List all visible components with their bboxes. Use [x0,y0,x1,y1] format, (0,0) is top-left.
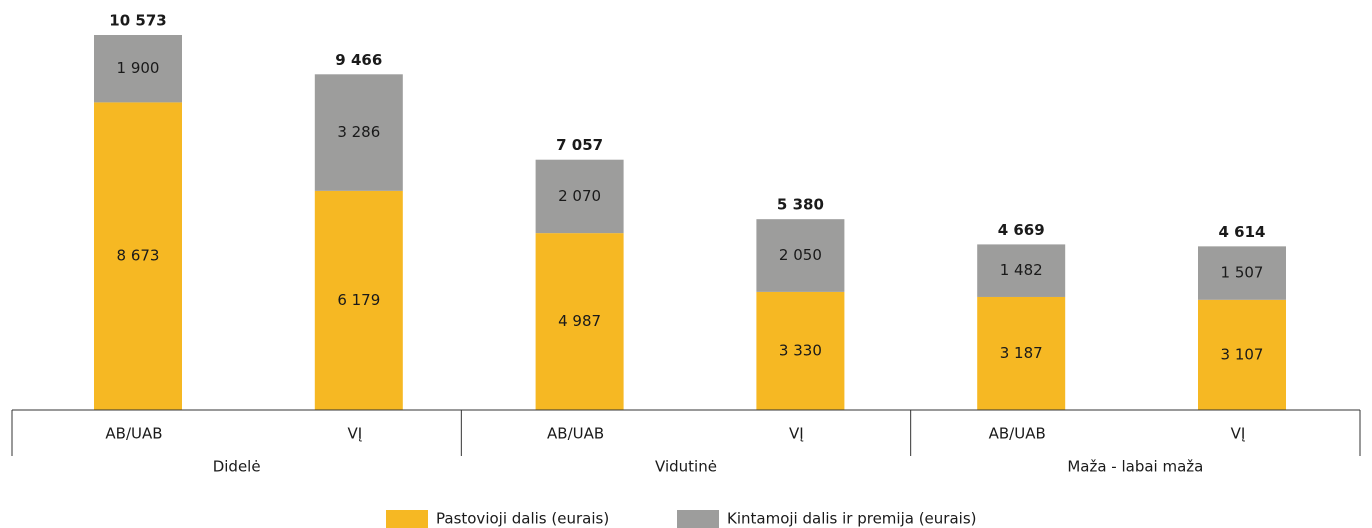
group-label: Vidutinė [655,458,717,476]
segment-label: 3 187 [1000,344,1043,362]
legend-label: Kintamoji dalis ir premija (eurais) [727,510,977,528]
x-tick-label: AB/UAB [989,425,1046,443]
bar-segment [535,233,624,410]
bar-segment [314,190,403,410]
x-tick-label: VĮ [1231,425,1246,443]
bar-segment [1198,299,1286,410]
legend-label: Pastovioji dalis (eurais) [436,510,609,528]
x-tick-label: VĮ [789,425,804,443]
segment-label: 8 673 [117,247,160,265]
total-label: 7 057 [556,136,603,154]
legend-swatch [386,510,428,528]
segment-label: 2 050 [779,246,822,264]
x-tick-label: VĮ [347,425,362,443]
bar-segment [94,35,182,103]
segment-label: 1 507 [1221,264,1264,282]
bar-segment [977,244,1066,297]
bar-segment [1198,246,1286,300]
bar-segment [535,159,624,234]
total-label: 9 466 [335,51,382,69]
total-label: 5 380 [777,196,824,214]
segment-label: 1 482 [1000,261,1043,279]
bar-segment [314,74,403,191]
group-label: Didelė [213,458,261,476]
segment-label: 4 987 [558,312,601,330]
x-tick-label: AB/UAB [547,425,604,443]
segment-label: 3 286 [337,123,380,141]
total-label: 4 669 [998,221,1045,239]
x-tick-label: AB/UAB [105,425,162,443]
bar-segment [94,102,182,410]
bar-segment [756,291,845,410]
total-label: 4 614 [1219,223,1266,241]
bar-segment [977,296,1066,410]
segment-label: 6 179 [337,291,380,309]
segment-label: 3 330 [779,341,822,359]
bar-segment [756,219,845,292]
segment-label: 1 900 [117,59,160,77]
segment-label: 3 107 [1221,345,1264,363]
legend-swatch [677,510,719,528]
group-label: Maža - labai maža [1067,458,1203,476]
total-label: 10 573 [109,12,166,30]
segment-label: 2 070 [558,187,601,205]
